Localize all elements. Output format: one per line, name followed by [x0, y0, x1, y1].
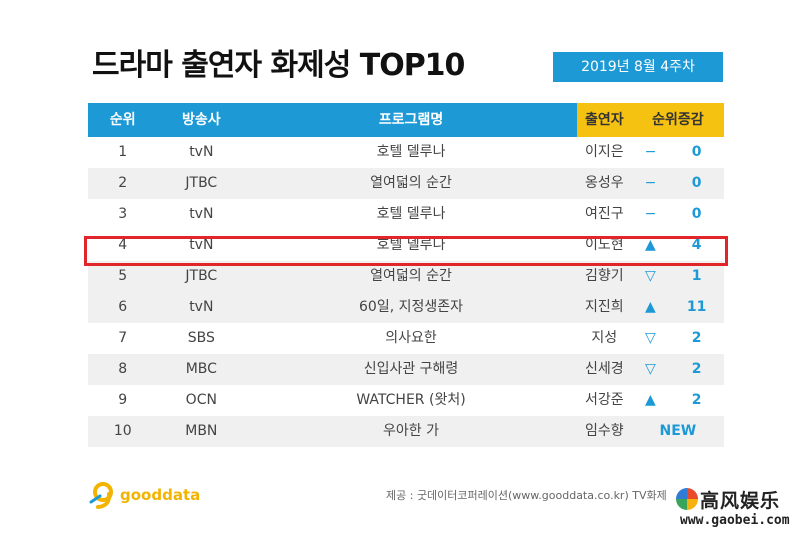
- cell-broadcaster: OCN: [185, 392, 217, 408]
- triangle-down-icon: ▽: [645, 268, 656, 284]
- cell-program: 열여덟의 순간: [370, 268, 452, 284]
- table-row: 9 OCN WATCHER (왓처) 서강준 ▲ 2: [88, 385, 724, 416]
- cell-delta: 2: [691, 361, 702, 377]
- cell-rank: 8: [118, 361, 128, 377]
- week-badge: 2019년 8월 4주차: [553, 52, 723, 82]
- cell-broadcaster: tvN: [189, 299, 214, 315]
- triangle-up-icon: ▲: [645, 392, 656, 408]
- cell-broadcaster: MBC: [185, 361, 217, 377]
- watermark: 高风娱乐 www.gaobei.com: [676, 486, 790, 530]
- new-badge: NEW: [659, 423, 697, 439]
- cell-broadcaster: tvN: [189, 237, 214, 253]
- cell-program: 신입사관 구해령: [363, 361, 459, 377]
- header-rank: 순위: [88, 103, 158, 137]
- triangle-down-icon: ▽: [645, 330, 656, 346]
- table-row: 8 MBC 신입사관 구해령 신세경 ▽ 2: [88, 354, 724, 385]
- header-cast: 출연자: [576, 103, 632, 137]
- cell-rank: 10: [113, 423, 132, 439]
- cell-program: 호텔 델루나: [376, 144, 446, 160]
- cell-program: WATCHER (왓처): [356, 392, 466, 408]
- cell-program: 의사요한: [385, 330, 437, 346]
- watermark-title: 高风娱乐: [700, 490, 781, 512]
- cell-cast: 임수향: [584, 423, 624, 439]
- triangle-up-icon: ▲: [645, 299, 656, 315]
- gooddata-logo-text: gooddata: [120, 486, 201, 504]
- cell-broadcaster: tvN: [189, 206, 214, 222]
- cell-broadcaster: JTBC: [185, 268, 218, 284]
- cell-program: 우아한 가: [383, 423, 440, 439]
- watermark-logo-icon: [676, 488, 698, 510]
- table-row: 2 JTBC 열여덟의 순간 옹성우 − 0: [88, 168, 724, 199]
- dash-icon: −: [644, 144, 657, 160]
- header-change: 순위증감: [631, 103, 724, 137]
- cell-cast: 지성: [591, 330, 618, 346]
- cell-rank: 9: [118, 392, 128, 408]
- table-row: 3 tvN 호텔 델루나 여진구 − 0: [88, 199, 724, 230]
- cell-rank: 7: [118, 330, 128, 346]
- table-row: 6 tvN 60일, 지정생존자 지진희 ▲ 11: [88, 292, 724, 323]
- table-row: 5 JTBC 열여덟의 순간 김향기 ▽ 1: [88, 261, 724, 292]
- cell-rank: 2: [118, 175, 128, 191]
- cell-cast: 이지은: [584, 144, 624, 160]
- header-broadcaster: 방송사: [157, 103, 246, 137]
- cell-delta: 1: [691, 268, 702, 284]
- cell-delta: 4: [691, 237, 702, 253]
- cell-delta: 11: [686, 299, 707, 315]
- gooddata-logo-icon: [88, 480, 118, 510]
- cell-program: 호텔 델루나: [376, 237, 446, 253]
- cell-delta: 0: [691, 144, 702, 160]
- gooddata-logo: gooddata: [88, 480, 200, 510]
- cell-program: 60일, 지정생존자: [359, 299, 464, 315]
- table-row: 4 tvN 호텔 델루나 이도현 ▲ 4: [88, 230, 724, 261]
- chart-title: 드라마 출연자 화제성 TOP10: [92, 48, 465, 83]
- cell-rank: 6: [118, 299, 128, 315]
- cell-delta: 2: [691, 392, 702, 408]
- dash-icon: −: [644, 175, 657, 191]
- cell-rank: 4: [118, 237, 128, 253]
- table-row: 10 MBN 우아한 가 임수향 NEW: [88, 416, 724, 447]
- cell-cast: 신세경: [584, 361, 624, 377]
- ranking-table: 순위 방송사 프로그램명 출연자 순위증감 1 tvN 호텔 델루나 이지은 −…: [88, 103, 724, 447]
- triangle-down-icon: ▽: [645, 361, 656, 377]
- cell-program: 호텔 델루나: [376, 206, 446, 222]
- table-header: 순위 방송사 프로그램명 출연자 순위증감: [88, 103, 724, 137]
- cell-rank: 1: [118, 144, 128, 160]
- highlight-box: [84, 236, 728, 266]
- cell-rank: 5: [118, 268, 128, 284]
- cell-cast: 서강준: [584, 392, 624, 408]
- cell-delta: 0: [691, 175, 702, 191]
- cell-program: 열여덟의 순간: [370, 175, 452, 191]
- cell-broadcaster: tvN: [189, 144, 214, 160]
- table-row: 7 SBS 의사요한 지성 ▽ 2: [88, 323, 724, 354]
- cell-rank: 3: [118, 206, 128, 222]
- cell-cast: 김향기: [584, 268, 624, 284]
- cell-delta: 2: [691, 330, 702, 346]
- watermark-url: www.gaobei.com: [680, 513, 790, 528]
- header-program: 프로그램명: [245, 103, 577, 137]
- cell-cast: 여진구: [584, 206, 624, 222]
- dash-icon: −: [644, 206, 657, 222]
- cell-delta: 0: [691, 206, 702, 222]
- cell-broadcaster: JTBC: [185, 175, 218, 191]
- cell-broadcaster: SBS: [187, 330, 215, 346]
- cell-cast: 옹성우: [584, 175, 624, 191]
- table-row: 1 tvN 호텔 델루나 이지은 − 0: [88, 137, 724, 168]
- triangle-up-icon: ▲: [645, 237, 656, 253]
- cell-cast: 지진희: [584, 299, 624, 315]
- cell-broadcaster: MBN: [185, 423, 218, 439]
- source-credit: 제공 : 굿데이터코퍼레이션(www.gooddata.co.kr) TV화제: [386, 489, 667, 502]
- cell-cast: 이도현: [584, 237, 624, 253]
